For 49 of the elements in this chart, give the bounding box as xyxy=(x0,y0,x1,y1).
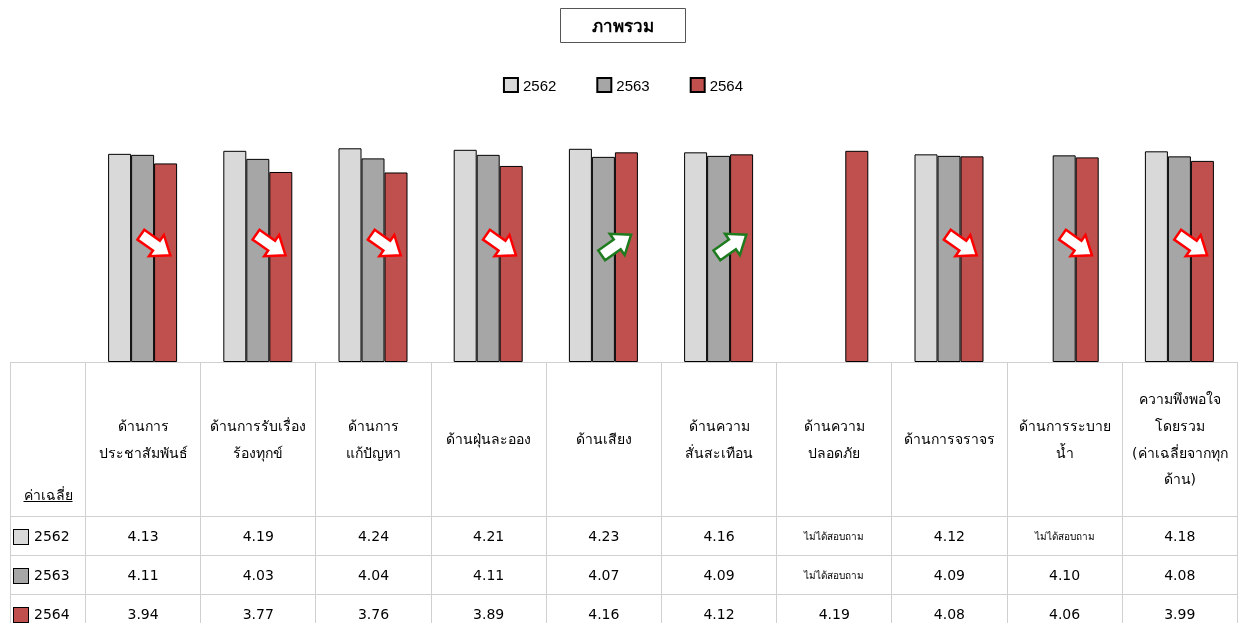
data-label: 4.08 xyxy=(891,594,1007,623)
text: ไม่ได้สอบถาม xyxy=(1034,530,1095,542)
data-label: 4.11 xyxy=(85,555,201,595)
x-tick-label: ด้านการรับเรื่อง ร้องทุกข์ xyxy=(209,416,308,464)
x-tick-label: ด้านการ ประชาสัมพันธ์ xyxy=(97,416,189,463)
data-label: 4.04 xyxy=(315,555,432,595)
data-label: 4.23 xyxy=(546,516,662,556)
data-label: 4.24 xyxy=(315,516,432,556)
data-label: 4.13 xyxy=(85,516,201,556)
x-tick-label: ด้านฝุ่นละออง xyxy=(445,430,533,450)
data-label: 4.18 xyxy=(1122,516,1238,556)
bar xyxy=(845,150,869,362)
data-label: 3.89 xyxy=(431,594,547,623)
data-label: 4.08 xyxy=(1122,555,1238,595)
data-label: 4.21 xyxy=(431,516,547,556)
data-label: 4.07 xyxy=(546,555,662,595)
text: ค่าเฉลี่ย xyxy=(23,487,73,503)
text: 2563 xyxy=(34,566,70,583)
x-tick-label: ความพึงพอใจ โดยรวม (ค่าเฉลี่ยจากทุก ด้าน) xyxy=(1131,390,1229,490)
x-tick-label: ด้านการจราจร xyxy=(902,430,996,450)
data-label: 4.12 xyxy=(891,516,1007,556)
text: ไม่ได้สอบถาม xyxy=(804,530,865,542)
data-label: 4.11 xyxy=(431,555,547,595)
text: 2564 xyxy=(34,605,70,622)
data-label: 4.12 xyxy=(661,594,777,623)
data-label: 4.19 xyxy=(776,594,892,623)
data-label: 4.16 xyxy=(546,594,662,623)
legend-label: 2563 xyxy=(616,76,650,94)
legend-label: 2564 xyxy=(709,76,744,94)
data-label: 4.09 xyxy=(661,555,777,595)
chart-title: ภาพรวม xyxy=(592,15,654,36)
data-label: 4.06 xyxy=(1007,594,1123,623)
legend-label: 2562 xyxy=(522,76,557,94)
data-label: 4.03 xyxy=(200,555,316,595)
text: ไม่ได้สอบถาม xyxy=(804,569,865,581)
x-tick-label: ด้านการระบาย น้ำ xyxy=(1017,416,1112,463)
x-tick-label: ด้านความ ปลอดภัย xyxy=(802,416,866,463)
x-tick-label: ด้านเสียง xyxy=(574,430,633,450)
data-label: 4.10 xyxy=(1007,555,1123,595)
data-label: 3.99 xyxy=(1122,594,1238,623)
data-label: 3.76 xyxy=(315,594,432,623)
data-label: 4.19 xyxy=(200,516,316,556)
data-label: 4.09 xyxy=(891,555,1007,595)
text: 2562 xyxy=(34,527,70,544)
x-tick-label: ด้านความ สั่นสะเทือน xyxy=(684,416,755,463)
data-label: 3.77 xyxy=(200,594,316,623)
data-label: 4.16 xyxy=(661,516,777,556)
x-tick-label: ด้านการ แก้ปัญหา xyxy=(344,416,402,463)
data-label: 3.94 xyxy=(85,594,201,623)
